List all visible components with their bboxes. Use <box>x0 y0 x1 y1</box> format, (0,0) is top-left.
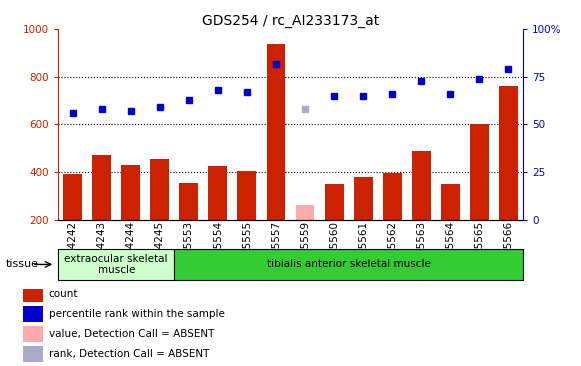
Title: GDS254 / rc_AI233173_at: GDS254 / rc_AI233173_at <box>202 14 379 28</box>
Bar <box>23 286 43 302</box>
Text: value, Detection Call = ABSENT: value, Detection Call = ABSENT <box>49 329 214 339</box>
Bar <box>180 183 198 220</box>
Bar <box>499 86 518 220</box>
Bar <box>412 151 431 220</box>
Bar <box>92 155 111 220</box>
Text: rank, Detection Call = ABSENT: rank, Detection Call = ABSENT <box>49 348 209 359</box>
Bar <box>150 159 169 220</box>
Bar <box>209 166 227 220</box>
Bar <box>238 171 256 220</box>
Bar <box>441 184 460 220</box>
Text: tissue: tissue <box>6 259 39 269</box>
Bar <box>354 177 372 220</box>
Bar <box>23 306 43 322</box>
Text: percentile rank within the sample: percentile rank within the sample <box>49 309 224 319</box>
Bar <box>121 165 140 220</box>
Bar <box>267 44 285 220</box>
Text: tibialis anterior skeletal muscle: tibialis anterior skeletal muscle <box>267 259 431 269</box>
FancyBboxPatch shape <box>58 249 174 280</box>
Bar <box>470 124 489 220</box>
Text: count: count <box>49 289 78 299</box>
Bar <box>23 326 43 342</box>
Bar <box>383 173 401 220</box>
Bar <box>296 205 314 220</box>
Bar <box>325 184 343 220</box>
Bar <box>23 346 43 362</box>
Text: extraocular skeletal
muscle: extraocular skeletal muscle <box>64 254 168 275</box>
FancyBboxPatch shape <box>174 249 523 280</box>
Bar <box>63 175 82 220</box>
